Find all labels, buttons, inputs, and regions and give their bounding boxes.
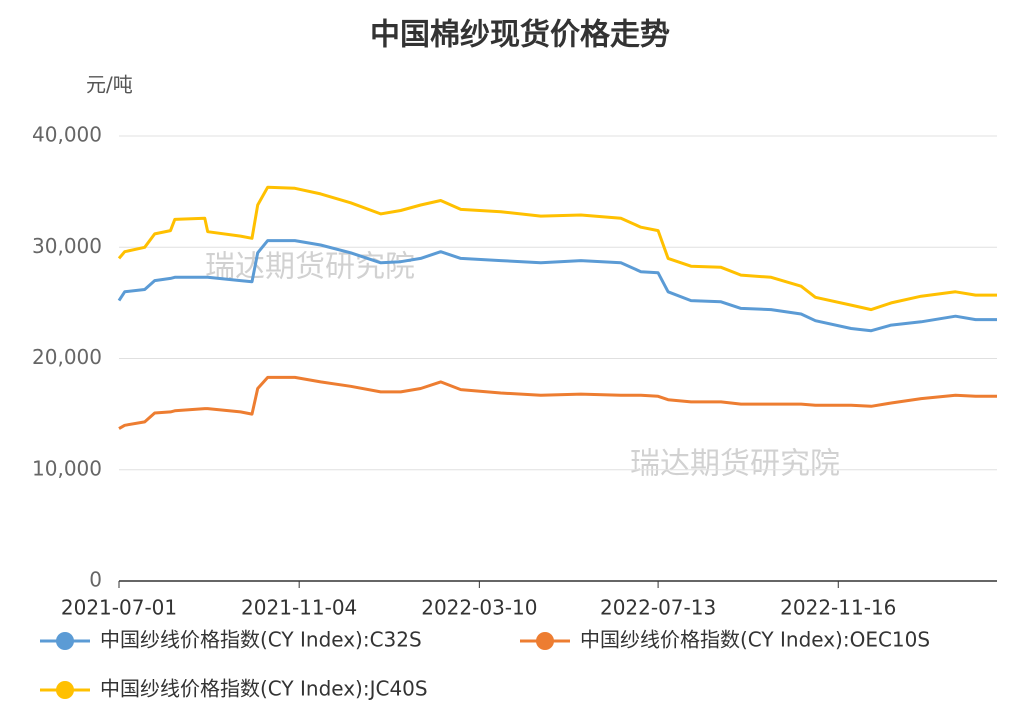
y-tick-label: 10,000 [32, 456, 102, 480]
watermark: 瑞达期货研究院 [630, 447, 840, 482]
y-unit: 元/吨 [86, 73, 133, 97]
legend-label: 中国纱线价格指数(CY Index):OEC10S [580, 628, 930, 652]
legend-marker [56, 632, 74, 650]
y-tick-label: 20,000 [32, 345, 102, 369]
x-tick-label: 2021-07-01 [61, 596, 177, 620]
watermark: 瑞达期货研究院 [205, 250, 415, 285]
x-tick-label: 2022-07-13 [600, 596, 716, 620]
y-tick-label: 30,000 [32, 234, 102, 258]
y-tick-label: 0 [89, 568, 102, 592]
legend-marker [536, 632, 554, 650]
legend-label: 中国纱线价格指数(CY Index):C32S [100, 628, 422, 652]
series-line [118, 375, 997, 430]
y-tick-label: 40,000 [32, 123, 102, 147]
series-line [117, 239, 997, 333]
legend-marker [56, 681, 74, 699]
x-tick-label: 2022-03-10 [421, 596, 537, 620]
series-line [117, 185, 997, 312]
x-tick-label: 2022-11-16 [780, 596, 896, 620]
legend-label: 中国纱线价格指数(CY Index):JC40S [100, 677, 428, 701]
chart-title: 中国棉纱现货价格走势 [370, 18, 670, 53]
x-tick-label: 2021-11-04 [241, 596, 357, 620]
